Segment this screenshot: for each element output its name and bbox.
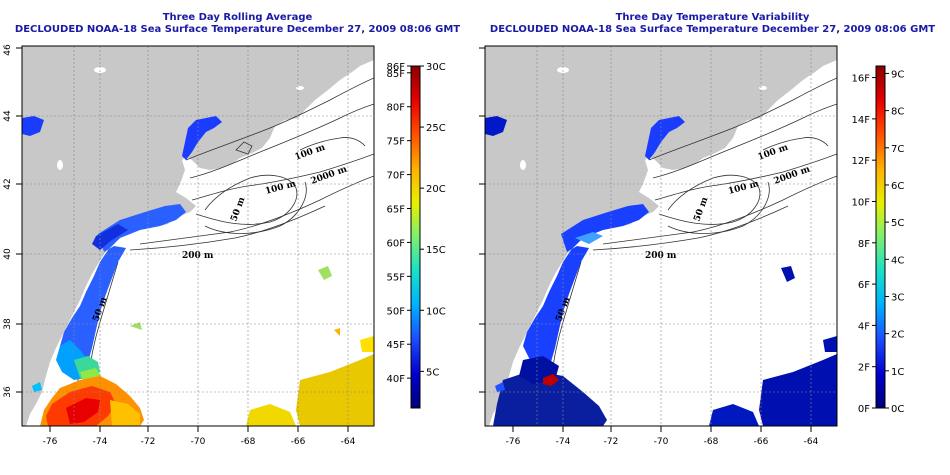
x-tick-label: -76 bbox=[43, 437, 58, 447]
y-tick-label: 38 bbox=[475, 318, 478, 330]
colorbar-gradient bbox=[410, 65, 421, 409]
map-svg: 100 m 100 m 2000 m 50 m 200 m 50 m bbox=[475, 44, 904, 447]
colorbar-label-celsius: 5C bbox=[426, 367, 439, 378]
colorbar-label-fahrenheit: 85F bbox=[387, 69, 406, 80]
colorbar-label-celsius: 0C bbox=[891, 404, 904, 415]
colorbar-label-celsius: 8C bbox=[891, 107, 904, 118]
colorbar-label-celsius: 2C bbox=[891, 330, 904, 341]
colorbar-label-fahrenheit: 4F bbox=[858, 321, 870, 332]
x-tick-label: -76 bbox=[506, 437, 521, 447]
sst-data-overlay bbox=[22, 116, 374, 426]
y-tick-label: 40 bbox=[475, 248, 478, 260]
colorbar-label-celsius: 10C bbox=[426, 306, 446, 317]
x-tick-label: -74 bbox=[556, 437, 571, 447]
colorbar-label-fahrenheit: 86F bbox=[387, 62, 406, 73]
y-tick-label: 38 bbox=[3, 318, 13, 330]
colorbar-label-fahrenheit: 70F bbox=[387, 171, 406, 182]
colorbar-label-celsius: 5C bbox=[891, 218, 904, 229]
land-mass bbox=[485, 46, 837, 426]
colorbar-gradient bbox=[875, 65, 886, 409]
colorbar: 9C 8C 7C 6C 5C 4C 3C 2C 1C 0C 16F 14F 12F 10F 8F 6F 4F 2F… bbox=[852, 65, 904, 415]
colorbar-label-celsius: 20C bbox=[426, 184, 446, 195]
x-tick-label: -68 bbox=[704, 437, 719, 447]
y-axis bbox=[479, 47, 485, 393]
y-tick-label: 42 bbox=[475, 178, 478, 189]
x-tick-label: -74 bbox=[93, 437, 108, 447]
x-tick-label: -68 bbox=[241, 437, 256, 447]
colorbar-label-celsius: 9C bbox=[891, 69, 904, 80]
x-tick-label: -70 bbox=[654, 437, 669, 447]
y-tick-label: 36 bbox=[475, 386, 478, 398]
colorbar-label-fahrenheit: 55F bbox=[387, 272, 406, 283]
colorbar-label-celsius: 30C bbox=[426, 62, 446, 73]
x-tick-label: -72 bbox=[604, 437, 619, 447]
colorbar-label-fahrenheit: 65F bbox=[387, 205, 406, 216]
colorbar-label-celsius: 15C bbox=[426, 245, 446, 256]
y-axis bbox=[16, 47, 22, 393]
panel-temperature-variability: Three Day Temperature Variability DECLOU… bbox=[475, 0, 950, 475]
map-svg: 100 m 100 m 2000 m 50 m 200 m 50 m bbox=[3, 44, 446, 447]
colorbar-label-fahrenheit: 0F bbox=[858, 404, 870, 415]
colorbar-label-celsius: 3C bbox=[891, 292, 904, 303]
y-tick-label: 46 bbox=[475, 44, 478, 56]
colorbar-label-celsius: 25C bbox=[426, 123, 446, 134]
land-mass bbox=[22, 46, 374, 426]
variability-data-overlay bbox=[485, 116, 837, 426]
x-tick-label: -72 bbox=[141, 437, 156, 447]
panel-title: Three Day Rolling Average bbox=[162, 12, 313, 23]
map-grid bbox=[485, 46, 837, 426]
colorbar-label-celsius: 6C bbox=[891, 181, 904, 192]
y-tick-label: 44 bbox=[475, 110, 478, 122]
depth-contours bbox=[534, 77, 837, 426]
colorbar-label-fahrenheit: 6F bbox=[858, 280, 870, 291]
x-axis bbox=[512, 426, 812, 432]
colorbar-label-fahrenheit: 12F bbox=[852, 156, 871, 167]
colorbar-label-fahrenheit: 40F bbox=[387, 374, 406, 385]
colorbar-label-fahrenheit: 50F bbox=[387, 306, 406, 317]
y-tick-label: 42 bbox=[3, 178, 13, 189]
x-tick-label: -70 bbox=[191, 437, 206, 447]
panel-title: Three Day Temperature Variability bbox=[615, 12, 810, 23]
panel-subtitle: DECLOUDED NOAA-18 Sea Surface Temperatur… bbox=[489, 24, 936, 35]
x-tick-label: -66 bbox=[291, 437, 306, 447]
colorbar-label-fahrenheit: 75F bbox=[387, 137, 406, 148]
x-tick-label: -64 bbox=[804, 437, 819, 447]
y-tick-label: 46 bbox=[3, 44, 13, 56]
colorbar-label-fahrenheit: 80F bbox=[387, 103, 406, 114]
panel-subtitle: DECLOUDED NOAA-18 Sea Surface Temperatur… bbox=[14, 24, 461, 35]
x-axis bbox=[49, 426, 349, 432]
colorbar-label-fahrenheit: 60F bbox=[387, 238, 406, 249]
y-tick-label: 44 bbox=[3, 110, 13, 122]
colorbar-label-celsius: 1C bbox=[891, 367, 904, 378]
y-tick-label: 36 bbox=[3, 386, 13, 398]
colorbar-label-fahrenheit: 45F bbox=[387, 340, 406, 351]
x-tick-label: -64 bbox=[341, 437, 356, 447]
y-tick-label: 40 bbox=[3, 248, 13, 260]
colorbar-label-celsius: 7C bbox=[891, 144, 904, 155]
colorbar-label-fahrenheit: 14F bbox=[852, 115, 871, 126]
map-grid bbox=[22, 46, 374, 426]
colorbar-label-celsius: 4C bbox=[891, 255, 904, 266]
colorbar-label-fahrenheit: 16F bbox=[852, 74, 871, 85]
colorbar-label-fahrenheit: 8F bbox=[858, 239, 870, 250]
panel-rolling-average: Three Day Rolling Average DECLOUDED NOAA… bbox=[3, 12, 461, 447]
colorbar-label-fahrenheit: 10F bbox=[852, 197, 871, 208]
x-tick-label: -66 bbox=[754, 437, 769, 447]
colorbar-label-fahrenheit: 2F bbox=[858, 363, 870, 374]
